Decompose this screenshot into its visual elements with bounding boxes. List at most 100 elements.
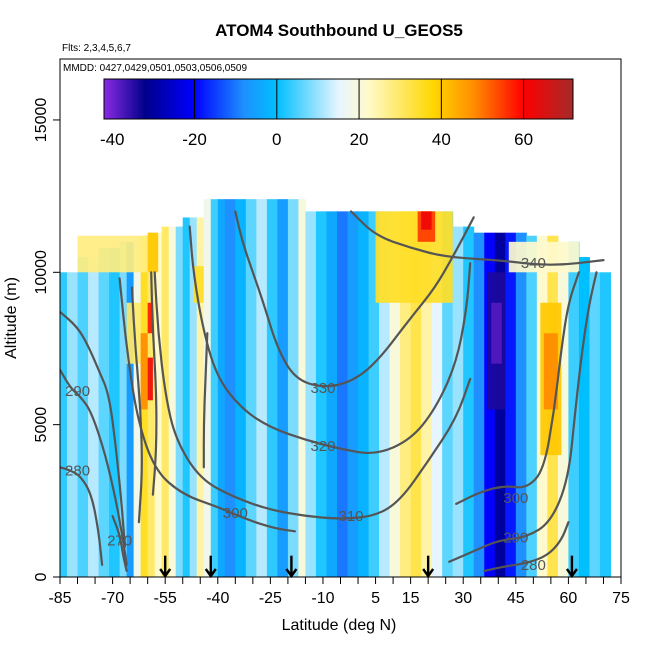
contour-label: 310 [339, 508, 364, 525]
colorbar-tick-label: -20 [182, 130, 207, 149]
wind-column [175, 226, 184, 577]
x-tick-label: -70 [101, 590, 124, 607]
theta-contours: 340 330 320 310 300 300 290 290 280 280 270 [60, 210, 605, 574]
wind-column [126, 241, 135, 577]
flight-arrow [285, 555, 298, 579]
wind-column [568, 241, 580, 577]
colorbar-dividers [194, 79, 525, 119]
wind-column [410, 211, 422, 577]
contour-line [118, 277, 296, 533]
contour-label: 320 [310, 438, 335, 455]
wind-patch [77, 235, 159, 273]
y-axis: 0 5000 10000 15000 [33, 98, 60, 581]
wind-column [119, 241, 128, 577]
contour-label: 340 [521, 255, 546, 272]
contour-label: 300 [503, 490, 528, 507]
contour-line [150, 271, 158, 496]
contour-label: 280 [65, 462, 90, 479]
contour-line [188, 225, 472, 455]
wind-patch [508, 241, 579, 273]
x-tick-label: 60 [560, 590, 578, 607]
wind-field [60, 199, 611, 577]
colorbar-labels: -40 -20 0 20 40 60 [100, 130, 533, 149]
contour-line [448, 271, 598, 563]
wind-patch [140, 333, 148, 410]
wind-column [505, 232, 517, 577]
wind-column [298, 199, 306, 577]
wind-column [154, 232, 163, 577]
wind-column [421, 211, 433, 577]
wind-column [147, 232, 156, 577]
x-tick-label: 5 [371, 590, 380, 607]
y-tick-label: 15000 [33, 98, 50, 143]
x-tick-label: -40 [206, 590, 229, 607]
wind-column [463, 226, 475, 577]
chart-title: ATOM4 Southbound U_GEOS5 [215, 21, 463, 40]
contour-line [483, 521, 570, 572]
x-axis: -85 -70 -55 -40 -25 -10 5 15 30 45 60 75 [48, 577, 630, 607]
wind-column [196, 217, 205, 577]
contour-line [455, 271, 580, 505]
x-tick-label: -85 [48, 590, 71, 607]
wind-column [98, 247, 110, 577]
x-tick-label: -55 [154, 590, 177, 607]
colorbar-tick-label: 20 [350, 130, 369, 149]
flight-arrow [204, 555, 217, 579]
contour-label: 290 [503, 529, 528, 546]
contour-line [60, 310, 126, 548]
colorbar-tick-label: 40 [432, 130, 451, 149]
x-tick-label: -10 [311, 590, 334, 607]
contour-label: 290 [65, 383, 90, 400]
wind-column [473, 232, 485, 577]
contour-line [349, 210, 605, 266]
contour-line [202, 332, 209, 469]
dates-note: MMDD: 0427,0429,0501,0503,0506,0509 [63, 63, 247, 74]
x-tick-label: -25 [259, 590, 282, 607]
wind-column [389, 211, 401, 577]
colorbar: -40 -20 0 20 40 60 [100, 78, 574, 149]
wind-column [67, 272, 79, 577]
flights-note: Flts: 2,3,4,5,6,7 [62, 43, 131, 54]
wind-column [266, 199, 278, 577]
contour-line [153, 271, 472, 520]
flight-arrow [565, 555, 578, 579]
wind-column [245, 199, 257, 577]
wind-column [182, 217, 191, 577]
wind-column [347, 211, 359, 577]
wind-column [379, 211, 391, 577]
wind-patch [543, 333, 558, 410]
wind-column [210, 199, 219, 577]
contour-line [60, 466, 104, 566]
wind-column [109, 247, 121, 577]
wind-column [189, 217, 198, 577]
wind-column [224, 199, 236, 577]
y-tick-label: 5000 [33, 407, 50, 443]
contour-line [130, 286, 143, 524]
wind-column [442, 211, 454, 577]
wind-column [599, 272, 611, 577]
contour-label: 280 [521, 557, 546, 574]
wind-column [452, 226, 464, 577]
y-tick-label: 0 [33, 572, 50, 581]
colorbar-tick-label: -40 [100, 130, 125, 149]
wind-patch [491, 302, 502, 364]
x-axis-label: Latitude (deg N) [282, 617, 397, 634]
wind-column [60, 272, 68, 577]
wind-column [168, 226, 177, 577]
wind-column [358, 211, 370, 577]
wind-column [557, 241, 569, 577]
wind-column [287, 199, 299, 577]
wind-column [589, 272, 601, 577]
colorbar-bar [103, 78, 574, 120]
wind-column [217, 199, 226, 577]
flight-arrow [422, 555, 435, 579]
wind-patch [421, 211, 432, 230]
wind-column [431, 211, 443, 577]
wind-column [368, 211, 380, 577]
colorbar-tick-label: 60 [514, 130, 533, 149]
flight-arrow [159, 555, 172, 579]
y-axis-label: Altitude (m) [3, 277, 20, 359]
wind-column [526, 235, 538, 577]
wind-column [133, 235, 142, 577]
wind-column [336, 211, 349, 577]
